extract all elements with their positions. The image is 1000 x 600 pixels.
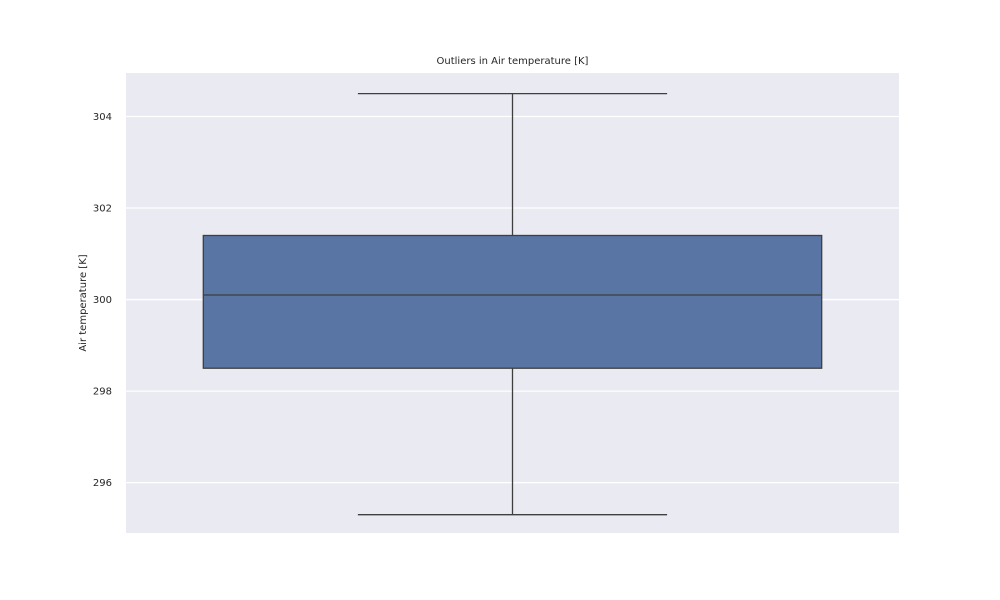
interquartile-box xyxy=(202,234,823,369)
y-axis-label: Air temperature [K] xyxy=(78,254,89,351)
y-tick-label: 304 xyxy=(93,112,112,123)
y-tick-label: 296 xyxy=(93,478,112,489)
box-plot xyxy=(202,92,823,516)
y-tick-label: 302 xyxy=(93,204,112,215)
y-tick-label: 300 xyxy=(93,295,112,306)
chart-title: Outliers in Air temperature [K] xyxy=(437,56,589,67)
y-tick-label: 298 xyxy=(93,387,112,398)
y-tick-labels: 296 298 300 302 304 xyxy=(93,112,112,489)
